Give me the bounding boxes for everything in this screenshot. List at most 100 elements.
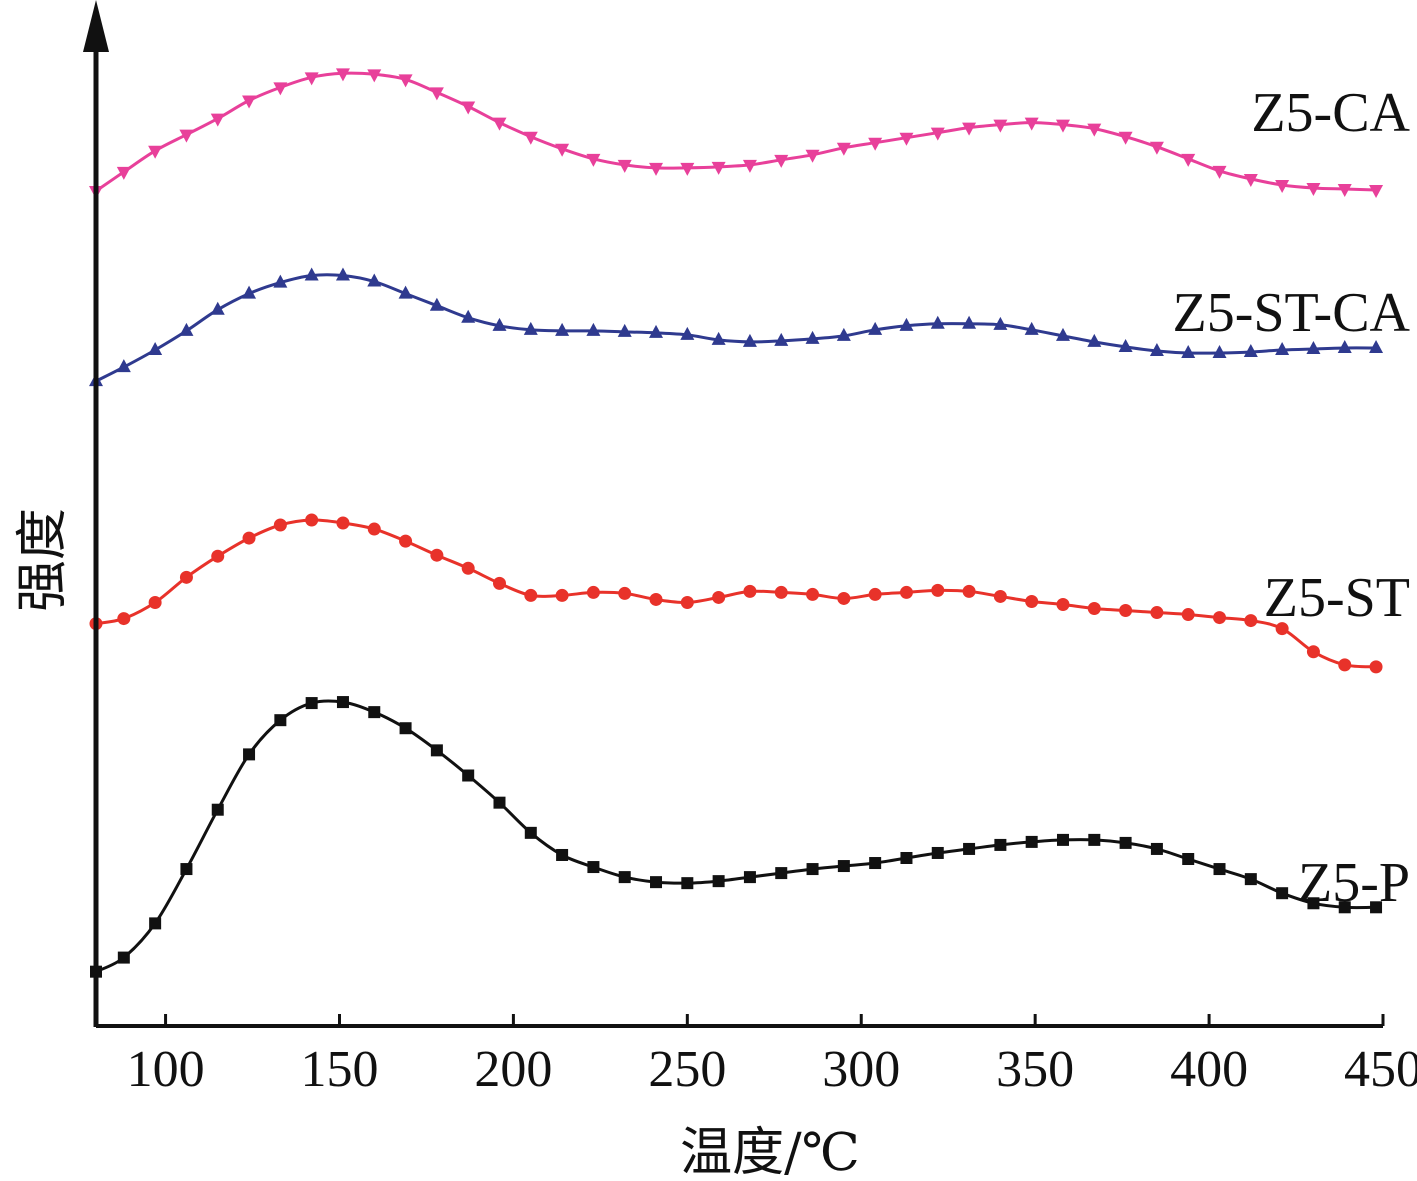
point-z5-p-31 [1056, 833, 1069, 846]
point-z5-st-32 [1087, 602, 1101, 616]
point-z5-ca-30 [1024, 117, 1039, 131]
point-z5-p-25 [869, 857, 882, 870]
y-axis-title: 强度 [13, 508, 73, 612]
point-z5-p-26 [900, 851, 913, 864]
point-z5-st-22 [774, 585, 788, 599]
series-line-z5-ca [95, 71, 1377, 193]
point-z5-ca-11 [429, 87, 444, 101]
point-z5-st-5 [242, 531, 256, 545]
point-z5-st-33 [1119, 604, 1133, 618]
point-z5-p-19 [681, 877, 694, 890]
point-z5-st-ca-7 [304, 267, 319, 281]
point-z5-p-24 [837, 860, 850, 873]
point-z5-st-14 [524, 588, 538, 602]
point-z5-st-ca-39 [1306, 340, 1321, 354]
point-z5-st-ca-29 [993, 316, 1008, 330]
point-z5-p-28 [963, 842, 976, 855]
point-z5-st-31 [1056, 597, 1070, 611]
point-z5-p-9 [368, 706, 381, 719]
x-tick-label-400: 400 [1170, 1041, 1248, 1098]
series-z5-ca [89, 68, 1384, 200]
point-z5-st-ca-20 [711, 331, 726, 345]
point-z5-ca-1 [116, 166, 131, 180]
point-z5-ca-7 [304, 72, 319, 86]
point-z5-st-11 [430, 548, 444, 562]
point-z5-st-ca-34 [1149, 342, 1164, 356]
point-z5-ca-37 [1243, 173, 1258, 187]
point-z5-st-40 [1338, 658, 1352, 672]
point-z5-st-13 [492, 576, 506, 590]
point-z5-ca-32 [1087, 123, 1102, 137]
point-z5-p-27 [931, 846, 944, 859]
point-z5-p-13 [493, 796, 506, 809]
point-z5-ca-17 [617, 159, 632, 173]
point-z5-st-ca-35 [1181, 344, 1196, 358]
point-z5-st-ca-22 [774, 332, 789, 346]
point-z5-ca-20 [711, 161, 726, 175]
point-z5-ca-35 [1181, 153, 1196, 167]
point-z5-st-3 [179, 570, 193, 584]
point-z5-p-5 [243, 748, 256, 761]
point-z5-ca-19 [680, 162, 695, 176]
point-z5-p-20 [712, 875, 725, 888]
point-z5-ca-10 [398, 74, 413, 88]
point-z5-st-23 [806, 587, 820, 601]
axes-layer [83, 0, 1383, 1028]
point-z5-st-ca-40 [1337, 339, 1352, 353]
point-z5-st-37 [1244, 614, 1258, 628]
point-z5-p-11 [430, 744, 443, 757]
point-z5-st-ca-25 [868, 321, 883, 335]
point-z5-ca-23 [805, 149, 820, 163]
point-z5-st-28 [962, 584, 976, 598]
point-z5-st-ca-12 [461, 309, 476, 323]
point-z5-ca-13 [492, 117, 507, 131]
point-z5-st-ca-31 [1055, 327, 1070, 341]
point-z5-ca-5 [242, 95, 257, 109]
point-z5-st-ca-41 [1369, 339, 1384, 353]
point-z5-st-2 [148, 595, 162, 609]
point-z5-st-ca-32 [1087, 333, 1102, 347]
x-axis-title: 温度/℃ [680, 1123, 860, 1181]
series-layer [89, 68, 1384, 978]
point-z5-p-29 [994, 838, 1007, 851]
point-z5-st-ca-9 [367, 273, 382, 287]
point-z5-st-ca-1 [116, 359, 131, 373]
point-z5-st-ca-27 [930, 315, 945, 329]
point-z5-st-ca-19 [680, 326, 695, 340]
point-z5-st-26 [899, 585, 913, 599]
point-z5-st-ca-2 [148, 341, 163, 355]
x-tick-label-100: 100 [127, 1041, 205, 1098]
point-z5-p-21 [743, 871, 756, 884]
point-z5-st-6 [273, 518, 287, 532]
point-z5-st-ca-18 [649, 324, 664, 338]
point-z5-st-ca-3 [179, 322, 194, 336]
point-z5-ca-31 [1055, 119, 1070, 133]
point-z5-ca-8 [335, 68, 350, 82]
point-z5-ca-14 [523, 131, 538, 145]
point-z5-ca-26 [899, 132, 914, 146]
point-z5-ca-6 [273, 82, 288, 96]
point-z5-st-ca-26 [899, 317, 914, 331]
point-z5-ca-39 [1306, 183, 1321, 197]
point-z5-ca-16 [586, 153, 601, 167]
point-z5-st-ca-38 [1275, 341, 1290, 355]
point-z5-ca-2 [148, 145, 163, 159]
point-z5-st-ca-37 [1243, 343, 1258, 357]
series-z5-st-ca [89, 267, 1384, 387]
point-z5-p-32 [1088, 833, 1101, 846]
point-z5-p-34 [1150, 842, 1163, 855]
point-z5-p-7 [305, 697, 318, 710]
point-z5-st-ca-5 [242, 285, 257, 299]
point-z5-ca-34 [1149, 141, 1164, 155]
point-z5-st-24 [837, 591, 851, 605]
point-z5-st-1 [117, 612, 131, 626]
point-z5-st-ca-16 [586, 322, 601, 336]
y-axis-arrow [83, 0, 109, 52]
point-z5-st-ca-24 [836, 327, 851, 341]
point-z5-p-6 [274, 714, 287, 727]
point-z5-st-8 [336, 516, 350, 530]
point-z5-ca-25 [868, 137, 883, 151]
point-z5-st-9 [367, 522, 381, 536]
point-z5-p-41 [1370, 901, 1383, 914]
